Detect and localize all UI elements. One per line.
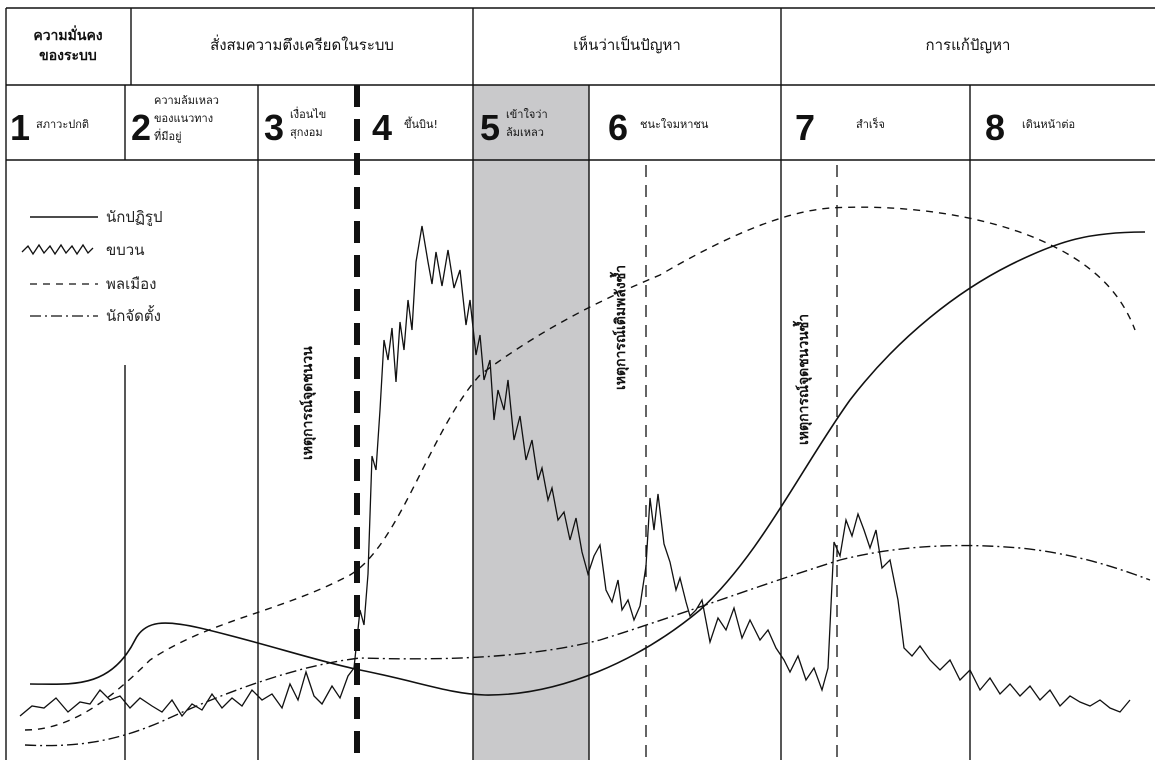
stage-6-label: ชนะใจมหาชน (640, 118, 709, 131)
stage-8-label: เดินหน้าต่อ (1022, 118, 1075, 131)
stage-2-label-3: ที่มีอยู่ (154, 128, 182, 143)
legend-organizers-label: นักจัดตั้ง (106, 305, 161, 325)
stage-4-label: ขึ้นบิน! (404, 116, 438, 131)
stage-3-label-1: เงื่อนไข (290, 106, 326, 121)
stage-5-label-1: เข้าใจว่า (506, 108, 548, 121)
stage-6-number: 6 (608, 107, 628, 148)
stage-1-label: สภาวะปกติ (36, 118, 89, 131)
tension-header: สั่งสมความตึงเครียดในระบบ (210, 34, 394, 54)
legend-reformers-label: นักปฏิรูป (106, 208, 163, 226)
stage-7-label: สำเร็จ (856, 117, 885, 131)
stage-7-number: 7 (795, 107, 815, 148)
stage5-shade (473, 85, 589, 760)
stage-3-number: 3 (264, 107, 284, 148)
col1-title-line1: ความมั่นคง (33, 25, 102, 44)
problem-header: เห็นว่าเป็นปัญหา (573, 35, 681, 54)
col1-title-line2: ของระบบ (39, 48, 97, 64)
stage-5-number: 5 (480, 107, 500, 148)
reenergize-event-label-2: เหตุการณ์จุดชนวนซ้ำ (792, 314, 812, 445)
trigger-event-label: เหตุการณ์จุดชนวน (299, 346, 316, 460)
stage-3-label-2: สุกงอม (290, 126, 323, 139)
movement-curve (19, 225, 1131, 718)
reenergize-event-label: เหตุการณ์เติมพลังซ้ำ (609, 265, 629, 390)
solution-header: การแก้ปัญหา (926, 36, 1011, 54)
stage-5-label-2: ล้มเหลว (506, 126, 544, 139)
legend-movement-label: ขบวน (106, 241, 144, 259)
stage-2-number: 2 (131, 107, 151, 148)
stage-8-number: 8 (985, 107, 1005, 148)
stage-1-number: 1 (10, 107, 30, 148)
stage-4-number: 4 (372, 107, 392, 148)
organizers-curve (24, 544, 1151, 747)
stage-2-label-2: ของแนวทาง (154, 112, 213, 125)
stage-2-label-1: ความล้มเหลว (154, 94, 219, 107)
grid-lines (5, 7, 1155, 760)
legend-citizens-label: พลเมือง (106, 275, 156, 293)
citizens-curve (24, 206, 1136, 731)
legend: นักปฏิรูป ขบวน พลเมือง นักจัดตั้ง (21, 208, 163, 325)
reformers-curve (29, 231, 1146, 696)
legend-movement-swatch (21, 243, 94, 256)
